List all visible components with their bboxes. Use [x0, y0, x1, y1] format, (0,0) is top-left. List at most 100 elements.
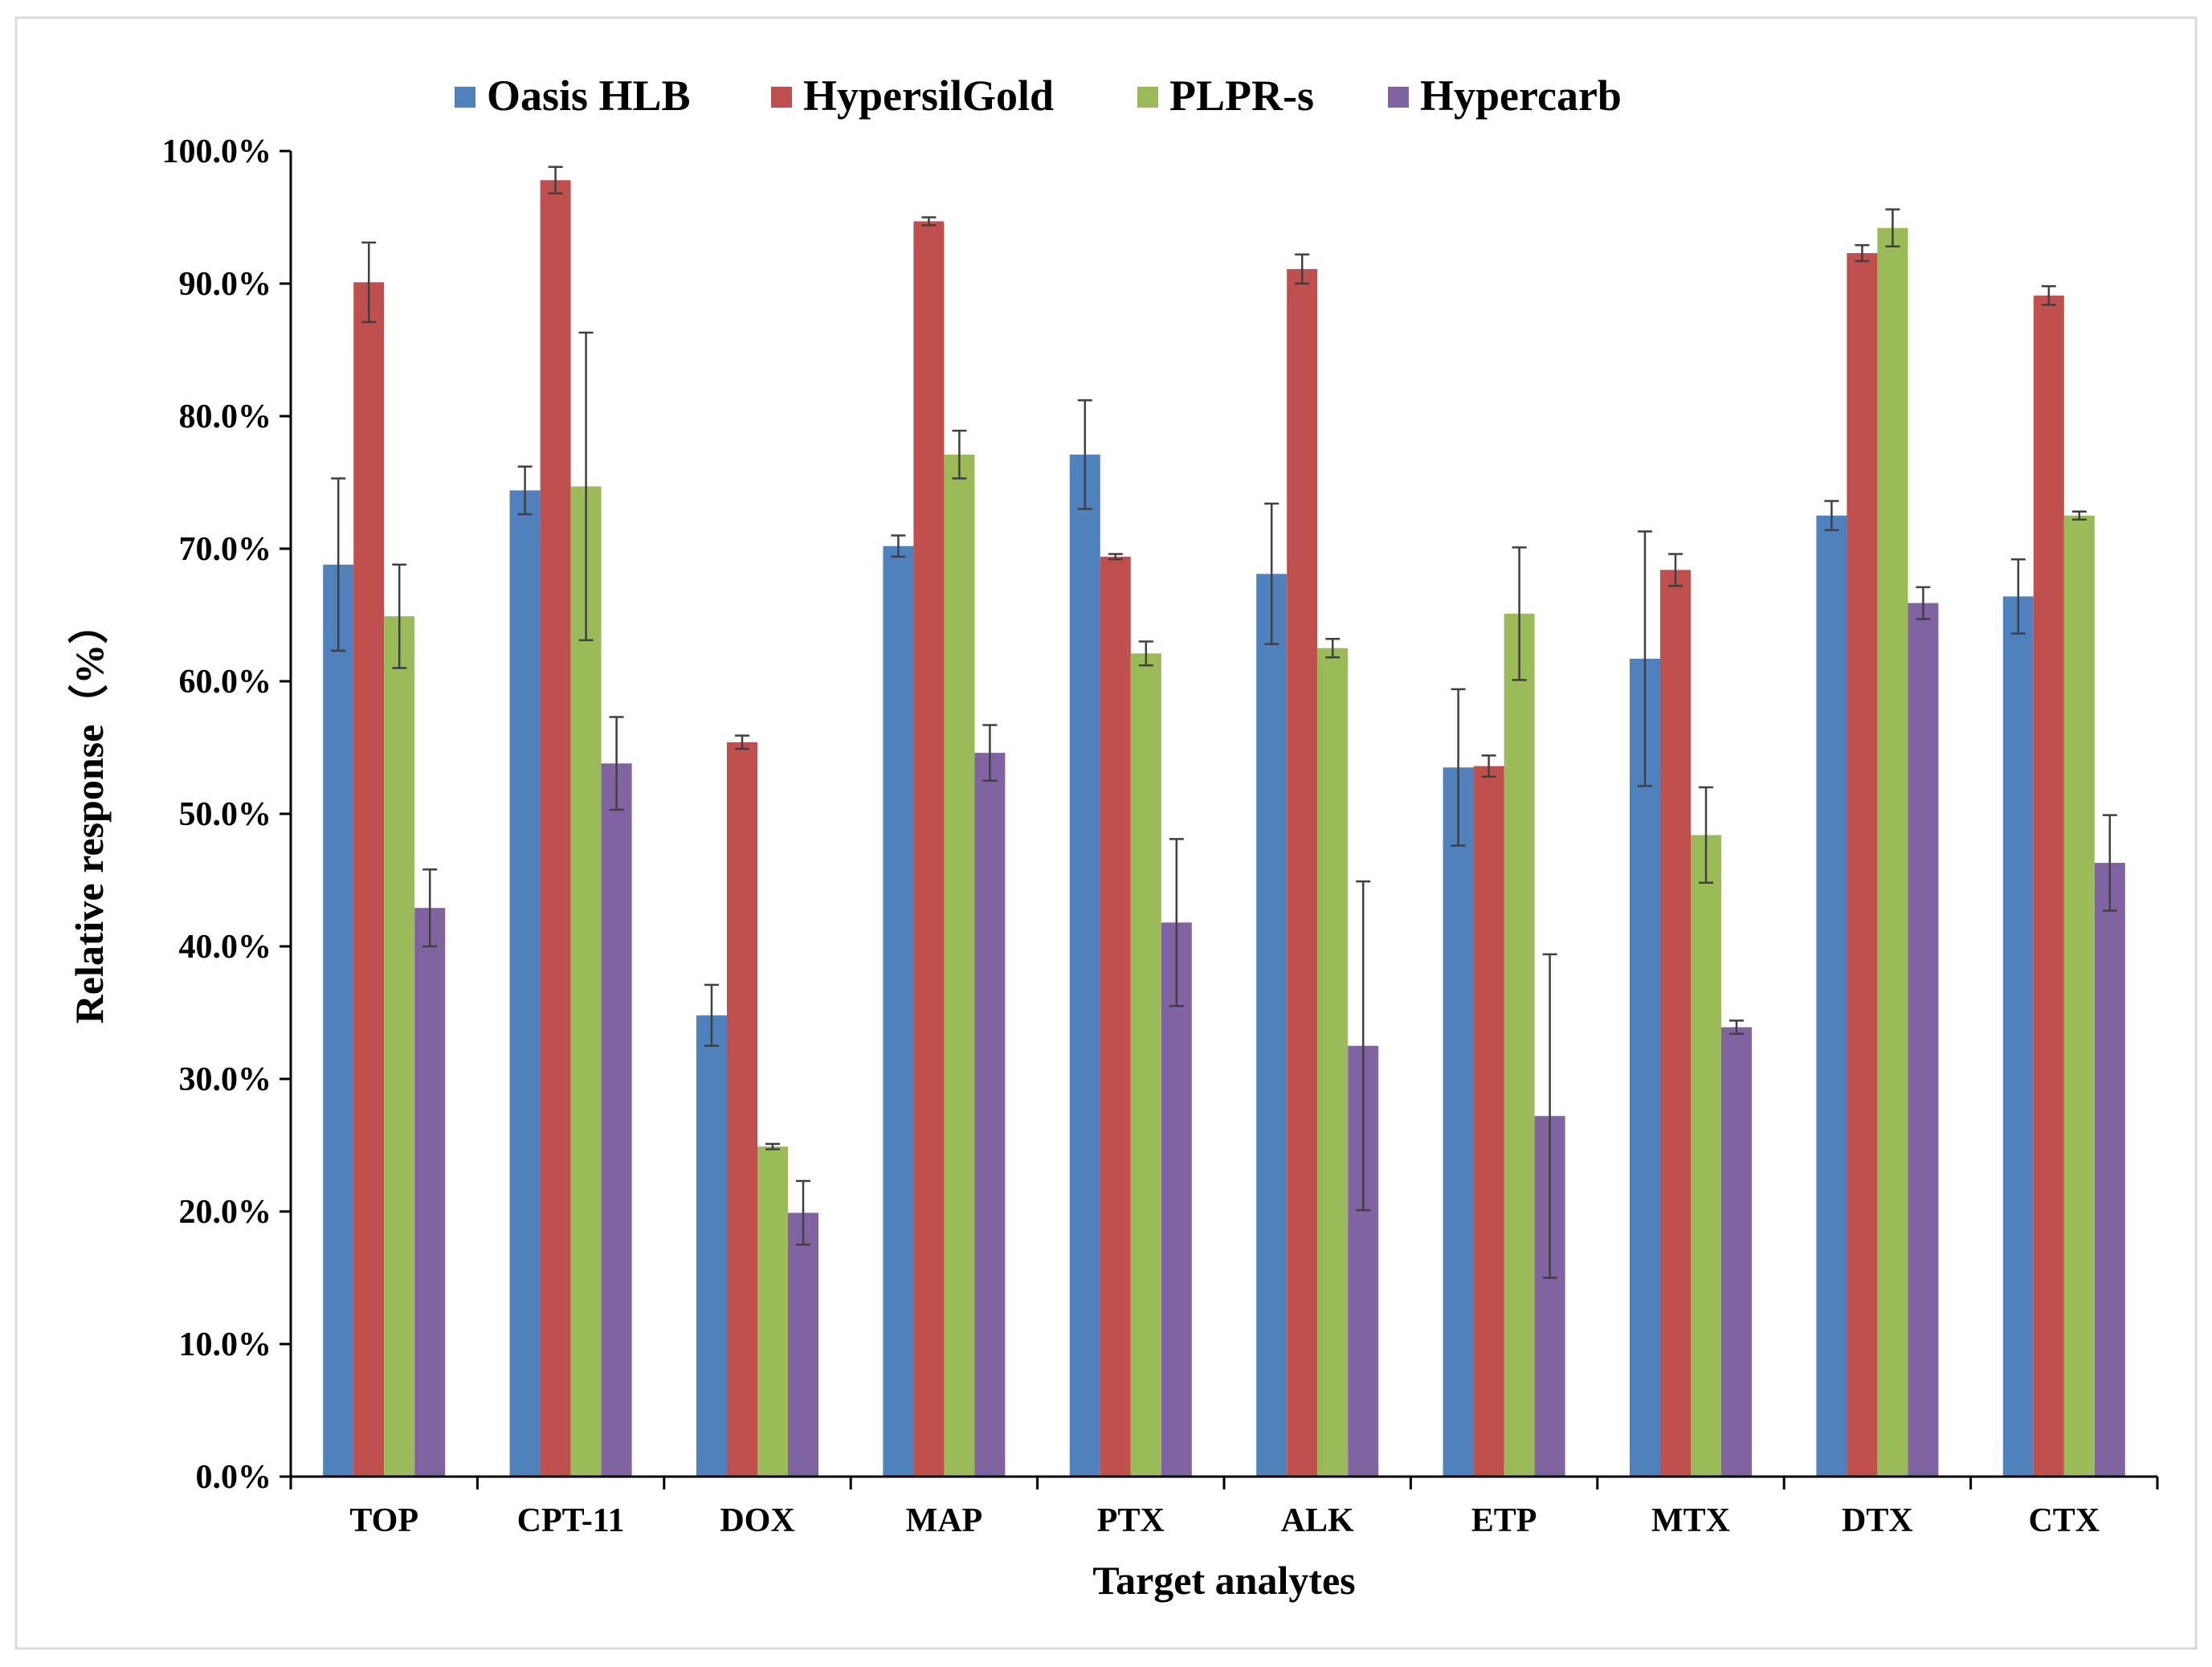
error-bar-plpr-s-dtx — [1885, 208, 1900, 248]
legend: Oasis HLB HypersilGold PLPR-s Hypercarb — [455, 72, 1622, 120]
bar-oasis-hlb-ptx — [1069, 454, 1100, 1477]
error-bar-hypersilgold-map — [921, 216, 937, 227]
bar-hypersilgold-ptx — [1100, 556, 1131, 1477]
y-tick-label: 0.0% — [196, 1459, 272, 1496]
bar-oasis-hlb-dtx — [1816, 515, 1847, 1477]
error-bar-oasis-hlb-mtx — [1638, 530, 1652, 787]
legend-swatch — [771, 87, 792, 108]
bars — [323, 180, 2125, 1477]
error-bars — [331, 165, 2117, 1279]
legend-item-oasis-hlb: Oasis HLB — [455, 72, 691, 120]
bar-oasis-hlb-top — [323, 564, 354, 1477]
error-bar-oasis-hlb-map — [891, 534, 906, 558]
error-bar-plpr-s-cpt-11 — [578, 331, 594, 642]
error-bar-plpr-s-ptx — [1138, 640, 1153, 667]
error-bar-hypercarb-dox — [796, 1179, 810, 1246]
bar-plpr-s-ctx — [2063, 515, 2095, 1477]
y-axis: 0.0% 10.0% 20.0% 30.0% 40.0% 50.0% 60.0% 70.0% 8… — [162, 133, 292, 1496]
bar-hypercarb-dtx — [1908, 603, 1939, 1477]
bar-hypersilgold-alk — [1287, 268, 1318, 1477]
error-bar-hypercarb-ctx — [2102, 814, 2117, 912]
bar-hypercarb-mtx — [1721, 1027, 1752, 1477]
error-bar-hypersilgold-cpt-11 — [548, 165, 563, 195]
error-bar-hypercarb-dtx — [1916, 586, 1931, 620]
error-bar-oasis-hlb-alk — [1264, 502, 1279, 646]
y-tick-label: 30.0% — [179, 1061, 272, 1098]
bar-oasis-hlb-cpt-11 — [509, 490, 541, 1477]
bar-hypercarb-dox — [788, 1212, 818, 1477]
error-bar-plpr-s-map — [952, 429, 967, 480]
x-tick-label-alk: ALK — [1281, 1502, 1354, 1539]
x-axis-title: Target analytes — [1092, 1558, 1355, 1603]
legend-label: Hypercarb — [1420, 72, 1622, 120]
error-bar-hypersilgold-dox — [735, 734, 749, 750]
error-bar-hypercarb-ptx — [1169, 838, 1184, 1007]
y-tick-label: 90.0% — [179, 266, 272, 303]
bar-plpr-s-map — [944, 454, 975, 1477]
legend-swatch — [1137, 87, 1158, 108]
y-tick-label: 10.0% — [179, 1326, 272, 1363]
bar-plpr-s-top — [384, 616, 415, 1477]
legend-label: Oasis HLB — [487, 72, 691, 120]
bar-plpr-s-dtx — [1877, 227, 1908, 1477]
bar-plpr-s-alk — [1317, 648, 1349, 1477]
bar-hypercarb-ptx — [1161, 922, 1192, 1477]
y-tick-label: 70.0% — [179, 531, 272, 568]
bar-plpr-s-dox — [757, 1146, 788, 1477]
error-bar-hypercarb-map — [982, 724, 998, 782]
error-bar-hypercarb-top — [422, 868, 438, 948]
error-bar-oasis-hlb-cpt-11 — [517, 465, 533, 516]
error-bar-hypercarb-mtx — [1729, 1019, 1744, 1036]
error-bar-hypersilgold-dtx — [1855, 243, 1870, 263]
x-tick-label-mtx: MTX — [1651, 1502, 1730, 1539]
bar-hypercarb-cpt-11 — [601, 763, 632, 1477]
error-bar-plpr-s-top — [392, 563, 407, 669]
bar-hypersilgold-map — [913, 221, 945, 1477]
bar-oasis-hlb-etp — [1443, 767, 1474, 1477]
error-bar-hypersilgold-mtx — [1668, 553, 1683, 587]
bar-hypersilgold-mtx — [1660, 570, 1691, 1477]
bar-hypersilgold-dox — [727, 742, 757, 1477]
bar-plpr-s-mtx — [1691, 835, 1721, 1477]
x-tick-label-ptx: PTX — [1097, 1502, 1165, 1539]
y-tick-label: 80.0% — [179, 398, 272, 435]
bar-oasis-hlb-ctx — [2002, 596, 2034, 1477]
bar-hypercarb-map — [974, 753, 1006, 1477]
bar-oasis-hlb-dox — [696, 1015, 727, 1477]
error-bar-hypersilgold-etp — [1481, 754, 1496, 778]
legend-item-plpr-s: PLPR-s — [1137, 72, 1314, 120]
bar-hypercarb-top — [414, 908, 446, 1477]
y-tick-label: 20.0% — [179, 1194, 272, 1231]
error-bar-oasis-hlb-top — [331, 477, 346, 652]
error-bar-plpr-s-ctx — [2071, 510, 2087, 521]
bar-hypersilgold-top — [353, 282, 385, 1477]
bar-oasis-hlb-alk — [1256, 574, 1288, 1477]
legend-item-hypercarb: Hypercarb — [1388, 72, 1622, 120]
bar-hypersilgold-dtx — [1847, 253, 1878, 1477]
error-bar-hypercarb-etp — [1542, 953, 1557, 1279]
error-bar-oasis-hlb-dox — [704, 983, 719, 1047]
bar-hypersilgold-etp — [1473, 766, 1504, 1477]
bar-hypercarb-ctx — [2094, 863, 2125, 1477]
y-tick-label: 100.0% — [162, 133, 272, 170]
error-bar-plpr-s-alk — [1325, 637, 1341, 659]
x-tick-label-top: TOP — [349, 1502, 418, 1539]
error-bar-plpr-s-dox — [765, 1142, 780, 1150]
y-axis-title: Relative response（%） — [67, 604, 112, 1024]
bar-plpr-s-cpt-11 — [570, 486, 602, 1477]
error-bar-hypersilgold-top — [361, 241, 377, 324]
bar-oasis-hlb-mtx — [1630, 658, 1660, 1477]
error-bar-oasis-hlb-ctx — [2010, 558, 2026, 635]
bar-plpr-s-etp — [1504, 613, 1535, 1477]
bar-hypersilgold-ctx — [2033, 295, 2064, 1477]
legend-swatch — [1388, 87, 1409, 108]
x-tick-label-dtx: DTX — [1842, 1502, 1913, 1539]
error-bar-oasis-hlb-etp — [1451, 688, 1466, 847]
error-bar-oasis-hlb-ptx — [1077, 398, 1092, 510]
x-axis: TOP CPT-11 DOX MAP PTX ALK ETP MTX DTX CTX — [289, 1475, 2159, 1539]
legend-swatch — [455, 87, 475, 108]
x-tick-label-dox: DOX — [720, 1502, 794, 1539]
error-bar-plpr-s-mtx — [1699, 786, 1713, 885]
